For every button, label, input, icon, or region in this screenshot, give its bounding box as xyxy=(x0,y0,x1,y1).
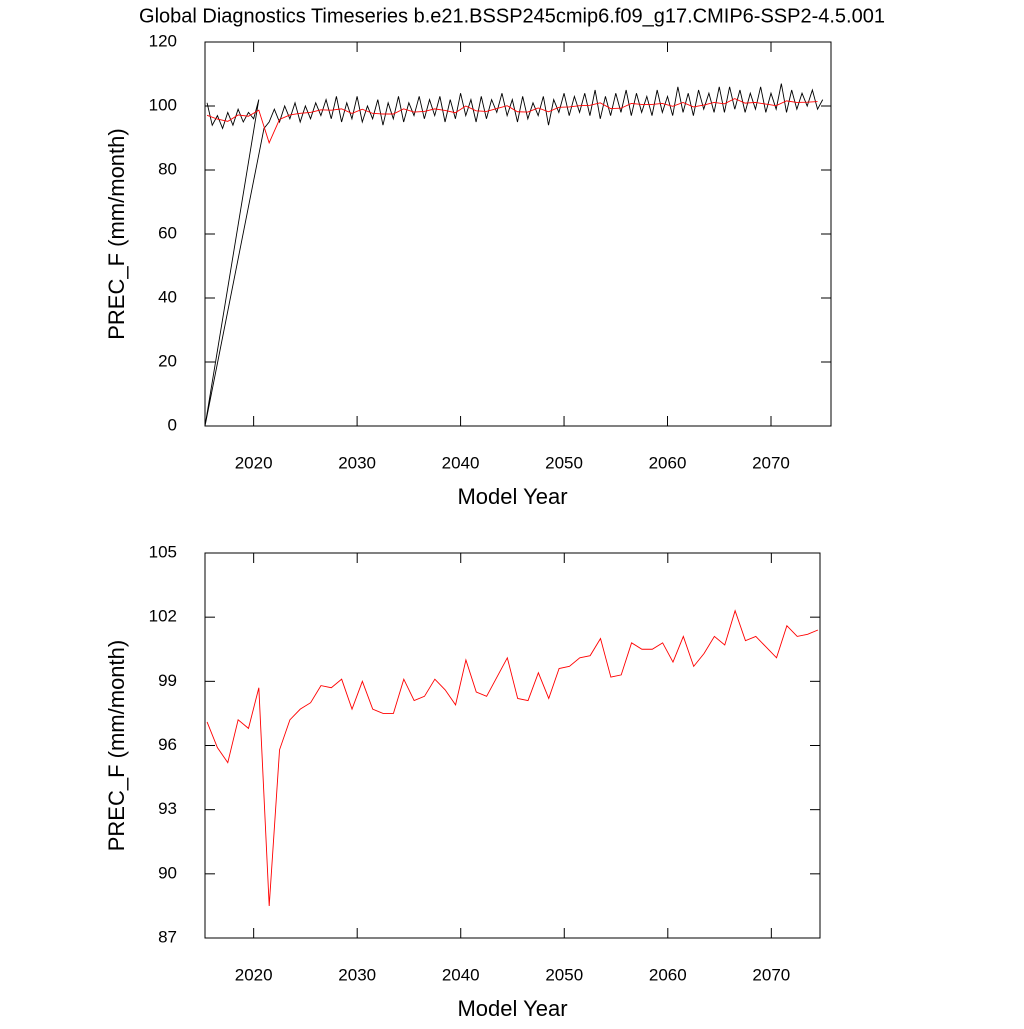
x-tick-label: 2050 xyxy=(545,453,583,472)
plot-frame xyxy=(204,552,821,939)
x-axis-title: Model Year xyxy=(457,996,567,1021)
y-tick-label: 100 xyxy=(149,95,177,114)
x-tick-label: 2020 xyxy=(235,453,273,472)
data-line xyxy=(206,98,818,145)
y-tick-label: 105 xyxy=(149,542,177,561)
y-axis-title: PREC_F (mm/month) xyxy=(104,640,129,851)
x-tick-label: 2060 xyxy=(649,453,687,472)
x-tick-label: 2040 xyxy=(442,453,480,472)
x-axis-title: Model Year xyxy=(457,484,567,509)
y-tick-label: 87 xyxy=(158,927,177,946)
y-tick-label: 93 xyxy=(158,799,177,818)
y-tick-label: 96 xyxy=(158,735,177,754)
x-tick-label: 2070 xyxy=(752,965,790,984)
data-line xyxy=(205,83,824,426)
y-tick-label: 80 xyxy=(158,159,177,178)
x-tick-label: 2050 xyxy=(545,965,583,984)
y-tick-label: 20 xyxy=(158,351,177,370)
y-tick-label: 40 xyxy=(158,287,177,306)
y-axis-title: PREC_F (mm/month) xyxy=(104,128,129,339)
x-tick-label: 2030 xyxy=(338,965,376,984)
y-tick-label: 99 xyxy=(158,671,177,690)
x-tick-label: 2060 xyxy=(649,965,687,984)
y-tick-label: 102 xyxy=(149,607,177,626)
chart-title: Global Diagnostics Timeseries b.e21.BSSP… xyxy=(139,5,885,27)
x-tick-label: 2030 xyxy=(338,453,376,472)
x-tick-label: 2070 xyxy=(752,453,790,472)
x-tick-label: 2040 xyxy=(442,965,480,984)
data-line xyxy=(206,609,819,906)
y-tick-label: 90 xyxy=(158,863,177,882)
y-tick-label: 0 xyxy=(168,415,177,434)
y-tick-label: 120 xyxy=(149,31,177,50)
x-tick-label: 2020 xyxy=(235,965,273,984)
y-tick-label: 60 xyxy=(158,223,177,242)
